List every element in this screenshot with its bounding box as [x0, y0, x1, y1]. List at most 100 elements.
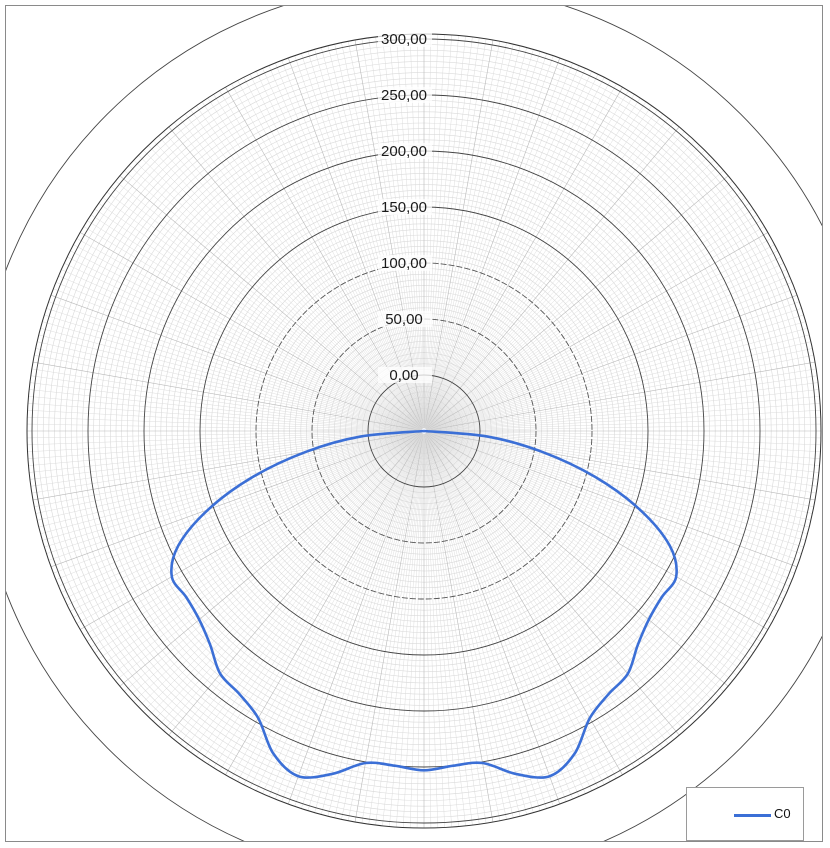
spoke-line	[426, 432, 746, 665]
spoke-line	[416, 433, 425, 828]
spoke-line	[201, 433, 423, 761]
spoke-line	[425, 433, 680, 736]
spoke-line	[30, 375, 422, 431]
spoke-line	[424, 433, 494, 823]
spoke-line	[249, 433, 423, 788]
spoke-line	[424, 433, 507, 820]
spoke-line	[426, 301, 800, 431]
spoke-line	[34, 431, 422, 507]
spoke-line	[42, 431, 422, 541]
spoke-line	[119, 175, 422, 430]
spoke-line	[163, 131, 423, 429]
spoke-line	[425, 433, 611, 782]
spoke-line	[301, 433, 424, 809]
spoke-line	[426, 275, 790, 431]
spoke-line	[426, 375, 818, 431]
spoke-line	[425, 433, 599, 788]
spoke-line	[424, 433, 534, 813]
spoke-line	[124, 432, 422, 692]
spoke-line	[426, 430, 821, 446]
spoke-line	[426, 263, 784, 430]
spoke-line	[83, 432, 422, 636]
spoke-line	[83, 226, 422, 430]
spoke-line	[425, 433, 592, 791]
spoke-line	[423, 433, 432, 828]
spoke-line	[426, 238, 772, 430]
spoke-line	[424, 433, 561, 805]
spoke-line	[426, 432, 768, 630]
spoke-line	[425, 101, 647, 429]
spoke-line	[424, 433, 459, 827]
spoke-line	[219, 433, 423, 772]
spoke-line	[423, 34, 452, 429]
spoke-line	[128, 165, 422, 430]
spoke-line	[48, 301, 422, 431]
spoke-line	[98, 203, 422, 430]
spoke-line	[425, 433, 635, 768]
spoke-line	[425, 145, 700, 429]
spoke-line	[143, 150, 423, 430]
spoke-line	[424, 433, 567, 802]
spoke-line	[80, 232, 422, 430]
spoke-line	[426, 431, 795, 574]
spoke-line	[424, 41, 500, 429]
spoke-line	[426, 155, 710, 430]
spoke-line	[50, 431, 422, 568]
tick-label-background	[378, 367, 432, 383]
series-layer	[170, 429, 678, 779]
spoke-line	[426, 431, 813, 514]
spoke-line	[90, 432, 422, 648]
spoke-line	[426, 431, 806, 541]
spoke-line	[426, 432, 772, 624]
spoke-line	[28, 396, 422, 431]
spoke-line	[102, 432, 422, 665]
spoke-line	[29, 431, 422, 480]
spoke-line	[281, 433, 424, 802]
spoke-line	[327, 433, 424, 817]
spoke-line	[106, 432, 422, 671]
spoke-line	[55, 282, 422, 431]
spoke-line	[425, 131, 685, 429]
spoke-line	[424, 37, 480, 429]
spoke-line	[424, 433, 580, 797]
spoke-line	[424, 433, 573, 800]
spoke-line	[426, 432, 775, 618]
spoke-line	[90, 214, 422, 430]
spoke-line	[425, 433, 658, 753]
spoke-line	[424, 65, 580, 429]
radial-tick-label: 150,00	[381, 199, 427, 216]
spoke-line	[424, 62, 573, 429]
spoke-line	[426, 203, 750, 430]
spoke-line	[27, 409, 422, 432]
spoke-line	[294, 55, 424, 429]
spoke-line	[275, 433, 424, 800]
spoke-line	[424, 433, 466, 826]
spoke-line	[46, 308, 422, 431]
spoke-line	[262, 433, 423, 794]
tick-label-background	[378, 143, 432, 159]
spoke-line	[425, 118, 669, 429]
spoke-line	[426, 432, 761, 642]
spoke-line	[426, 269, 787, 430]
spoke-line	[426, 431, 802, 554]
spoke-line	[158, 433, 423, 727]
spoke-line	[426, 282, 793, 431]
spoke-line	[426, 220, 761, 430]
spoke-line	[375, 433, 424, 826]
spoke-line	[426, 321, 806, 431]
spoke-line	[389, 433, 424, 827]
spoke-line	[426, 432, 784, 599]
spoke-line	[426, 191, 742, 430]
tick-label-background	[378, 199, 432, 215]
radial-tick-labels: 0,0050,00100,00150,00200,00250,00300,003…	[378, 31, 432, 384]
spoke-line	[281, 60, 424, 429]
tick-label-background	[378, 31, 432, 47]
spoke-line	[76, 432, 422, 624]
radial-tick-label: 50,00	[385, 311, 423, 328]
spoke-line	[426, 348, 813, 431]
spoke-line	[424, 433, 541, 811]
tick-label-background	[378, 255, 432, 271]
spoke-line	[168, 433, 423, 736]
spoke-line	[426, 431, 819, 480]
spoke-line	[426, 432, 765, 636]
